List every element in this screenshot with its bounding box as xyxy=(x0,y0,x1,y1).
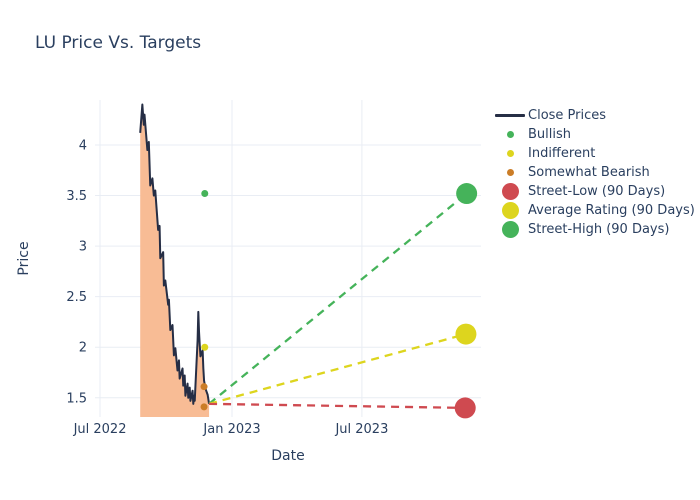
legend-line-icon xyxy=(492,114,528,117)
legend-dot-icon xyxy=(492,131,528,138)
y-tick-label: 4 xyxy=(79,138,87,153)
legend-item-label: Bullish xyxy=(528,127,572,142)
series-layer xyxy=(139,103,478,419)
legend-swatch-icon xyxy=(501,202,519,219)
legend-dot-icon xyxy=(492,202,528,219)
street-low-90-days-target-marker xyxy=(454,397,476,419)
chart-title: LU Price Vs. Targets xyxy=(35,33,202,53)
legend-item-label: Close Prices xyxy=(528,108,607,123)
legend-dot-icon xyxy=(492,169,528,176)
legend-swatch-icon xyxy=(501,221,519,238)
legend-swatch-icon xyxy=(501,183,519,200)
legend-swatch-icon xyxy=(506,150,514,157)
x-tick-label: Jan 2023 xyxy=(202,422,260,437)
legend-swatch-icon xyxy=(506,169,514,176)
legend-swatch-icon xyxy=(495,114,525,117)
legend-item-bullish[interactable]: Bullish xyxy=(492,125,695,144)
legend-item-label: Indifferent xyxy=(528,146,596,161)
y-axis-ticks: 1.5 2 2.5 3 3.5 4 xyxy=(66,138,87,406)
x-tick-label: Jul 2022 xyxy=(73,422,127,437)
legend-item-label: Street-High (90 Days) xyxy=(528,222,670,237)
legend-item-average-rating-90-days[interactable]: Average Rating (90 Days) xyxy=(492,201,695,220)
legend: Close Prices Bullish Indifferent Somewhat B… xyxy=(492,106,695,239)
y-tick-label: 3.5 xyxy=(66,189,87,204)
legend-item-somewhat-bearish[interactable]: Somewhat Bearish xyxy=(492,163,695,182)
y-tick-label: 3 xyxy=(79,240,87,255)
legend-item-indifferent[interactable]: Indifferent xyxy=(492,144,695,163)
legend-swatch-icon xyxy=(506,131,514,138)
street-high-90-days-target-marker xyxy=(456,183,478,205)
y-tick-label: 2.5 xyxy=(66,290,87,305)
legend-dot-icon xyxy=(492,221,528,238)
indifferent-rating-marker xyxy=(201,343,209,351)
somewhat-bearish-rating-marker xyxy=(200,403,208,411)
y-axis-title: Price xyxy=(16,241,32,275)
x-axis-ticks: Jul 2022 Jan 2023 Jul 2023 xyxy=(73,422,389,437)
y-tick-label: 1.5 xyxy=(66,391,87,406)
street-low-90-days-target-line xyxy=(209,402,466,410)
y-tick-label: 2 xyxy=(79,341,87,356)
x-tick-label: Jul 2023 xyxy=(334,422,388,437)
legend-item-street-low-90-days[interactable]: Street-Low (90 Days) xyxy=(492,182,695,201)
gridlines xyxy=(95,100,481,417)
legend-item-label: Street-Low (90 Days) xyxy=(528,184,666,199)
close-price-line xyxy=(139,103,211,405)
average-rating-90-days-target-line xyxy=(208,332,467,405)
legend-item-close-prices[interactable]: Close Prices xyxy=(492,106,695,125)
legend-item-label: Average Rating (90 Days) xyxy=(528,203,695,218)
somewhat-bearish-rating-marker xyxy=(200,383,208,391)
legend-item-street-high-90-days[interactable]: Street-High (90 Days) xyxy=(492,220,695,239)
x-axis-title: Date xyxy=(271,448,304,464)
close-price-area xyxy=(140,104,210,418)
bullish-rating-marker xyxy=(201,190,209,198)
legend-dot-icon xyxy=(492,150,528,157)
average-rating-90-days-target-marker xyxy=(455,323,477,345)
legend-dot-icon xyxy=(492,183,528,200)
legend-item-label: Somewhat Bearish xyxy=(528,165,650,180)
